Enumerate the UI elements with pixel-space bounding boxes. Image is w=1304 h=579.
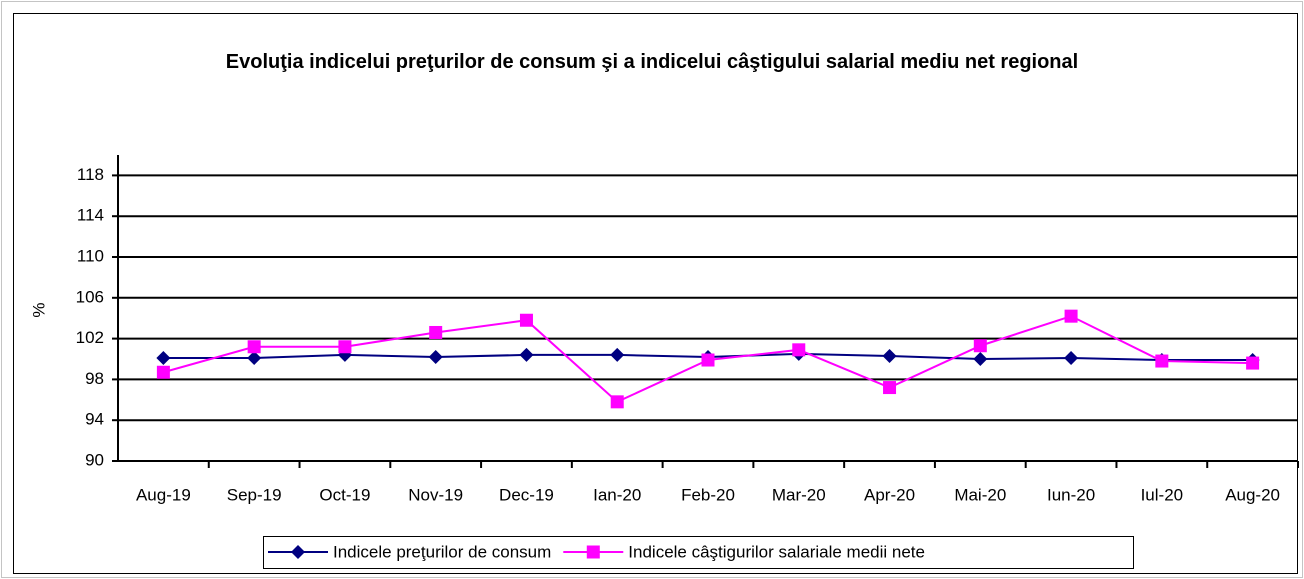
x-tick-label: Mar-20 (772, 485, 826, 504)
data-point (1064, 350, 1079, 365)
data-point (1064, 309, 1078, 323)
legend-label: Indicele câştigurilor salariale medii ne… (628, 542, 925, 561)
x-tick-label: Feb-20 (681, 485, 735, 504)
y-tick-label: 98 (85, 369, 104, 388)
x-tick-label: Iul-20 (1141, 485, 1184, 504)
chart-border (13, 13, 1298, 574)
data-point (882, 348, 897, 363)
x-tick-label: Iun-20 (1047, 485, 1095, 504)
data-point (519, 347, 534, 362)
data-point (338, 340, 352, 354)
y-tick-label: 110 (77, 246, 104, 265)
data-point (247, 340, 261, 354)
x-tick-label: Nov-19 (408, 485, 463, 504)
x-tick-label: Oct-19 (319, 485, 370, 504)
legend-marker (291, 545, 305, 559)
x-tick-label: Dec-19 (499, 485, 554, 504)
data-point (610, 347, 625, 362)
y-tick-label: 94 (85, 410, 104, 429)
data-point (973, 352, 988, 366)
data-point (156, 350, 171, 365)
data-point (610, 395, 624, 409)
legend-label: Indicele preţurilor de consum (333, 542, 551, 561)
x-tick-label: Ian-20 (593, 485, 641, 504)
data-point (883, 381, 897, 395)
y-axis-label: % (29, 302, 48, 317)
data-point (1155, 354, 1169, 368)
legend-box (263, 536, 1134, 569)
data-point (247, 350, 262, 365)
y-tick-label: 118 (77, 165, 104, 184)
y-tick-label: 90 (85, 450, 104, 469)
chart-title: Evoluţia indicelui preţurilor de consum … (225, 51, 1079, 73)
data-point (792, 343, 806, 357)
data-point (428, 349, 443, 364)
legend-marker (586, 545, 600, 559)
data-point (701, 353, 715, 367)
x-tick-label: Sep-19 (227, 485, 282, 504)
y-tick-label: 114 (77, 206, 104, 225)
data-point (1246, 356, 1260, 370)
data-point (519, 313, 533, 327)
data-point (973, 339, 987, 353)
x-tick-label: Aug-20 (1225, 485, 1280, 504)
y-tick-label: 106 (76, 287, 104, 306)
data-point (429, 325, 443, 339)
data-point (156, 365, 170, 379)
x-tick-label: Mai-20 (954, 485, 1006, 504)
x-tick-label: Aug-19 (136, 485, 191, 504)
x-tick-label: Apr-20 (864, 485, 915, 504)
y-tick-label: 102 (76, 328, 104, 347)
